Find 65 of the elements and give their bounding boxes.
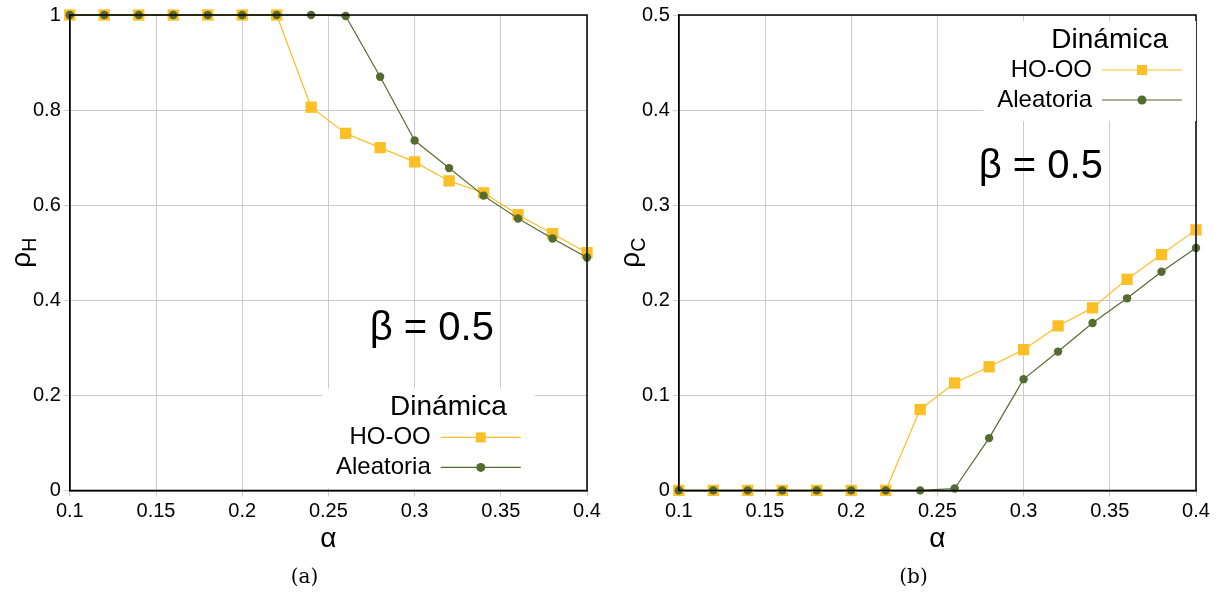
x-tick-label: 0.35: [481, 498, 521, 521]
point: [444, 163, 454, 173]
point: [410, 136, 419, 145]
y-tick-label: 0: [49, 477, 61, 500]
point: [375, 72, 385, 81]
y-tick-label: 0.2: [641, 287, 670, 310]
y-tick-label: 0.6: [32, 192, 61, 215]
point: [1019, 374, 1028, 384]
y-tick-label: 0.3: [641, 192, 670, 215]
annotation: β = 0.5: [978, 142, 1103, 187]
x-tick-label: 0.1: [664, 498, 693, 521]
x-tick-label: 0.25: [917, 498, 957, 521]
point: [443, 175, 455, 187]
point: [948, 377, 961, 389]
point: [1052, 320, 1064, 332]
x-axis-title: α: [929, 521, 946, 553]
y-tick-label: 0.1: [641, 382, 670, 405]
annotation: β = 0.5: [369, 303, 494, 348]
x-tick-label: 0.4: [1182, 498, 1210, 521]
legend-label: Aleatoria: [336, 452, 432, 480]
text: (b): [898, 564, 929, 588]
y-tick-label: 0.2: [32, 382, 61, 405]
point: [1190, 224, 1202, 236]
y-tick-label: 0.4: [32, 287, 61, 310]
y-tick-label: 0.5: [641, 2, 670, 25]
point: [1157, 267, 1166, 276]
point: [1122, 294, 1132, 303]
point: [914, 403, 926, 416]
point: [305, 101, 317, 113]
x-axis-title: α: [320, 521, 337, 553]
x-tick-label: 0.3: [400, 498, 429, 521]
legend-label: HO-OO: [1010, 54, 1092, 82]
point: [1017, 344, 1030, 356]
legend-title: Dinámica: [390, 390, 508, 422]
x-tick-label: 0.2: [837, 498, 866, 521]
x-tick-label: 0.3: [1009, 498, 1038, 521]
point: [339, 127, 352, 140]
point: [513, 214, 523, 223]
point: [1121, 273, 1133, 285]
point: [374, 141, 386, 154]
x-tick-label: 0.2: [228, 498, 257, 521]
y-tick-label: 0: [658, 477, 670, 500]
y-axis-title: ρC: [613, 237, 649, 268]
x-tick-label: 0.25: [308, 498, 348, 521]
point: [1155, 248, 1168, 261]
text: (a): [289, 564, 320, 588]
y-tick-label: 0.4: [641, 97, 670, 120]
point: [983, 361, 995, 373]
legend-label: HO-OO: [349, 422, 431, 450]
x-tick-label: 0.15: [136, 498, 176, 521]
legend-label: Aleatoria: [997, 84, 1093, 112]
y-tick-label: 1: [49, 2, 61, 25]
point: [1053, 347, 1063, 356]
y-axis-title: ρH: [4, 237, 40, 268]
legend-title: Dinámica: [1051, 22, 1169, 54]
x-tick-label: 0.35: [1090, 498, 1130, 521]
point: [1086, 302, 1099, 314]
point: [408, 156, 421, 168]
y-tick-label: 0.8: [32, 97, 61, 120]
x-tick-label: 0.4: [573, 498, 601, 521]
x-tick-label: 0.15: [745, 498, 785, 521]
point: [548, 234, 557, 243]
point: [984, 433, 994, 443]
point: [1088, 318, 1097, 328]
point: [479, 191, 488, 200]
